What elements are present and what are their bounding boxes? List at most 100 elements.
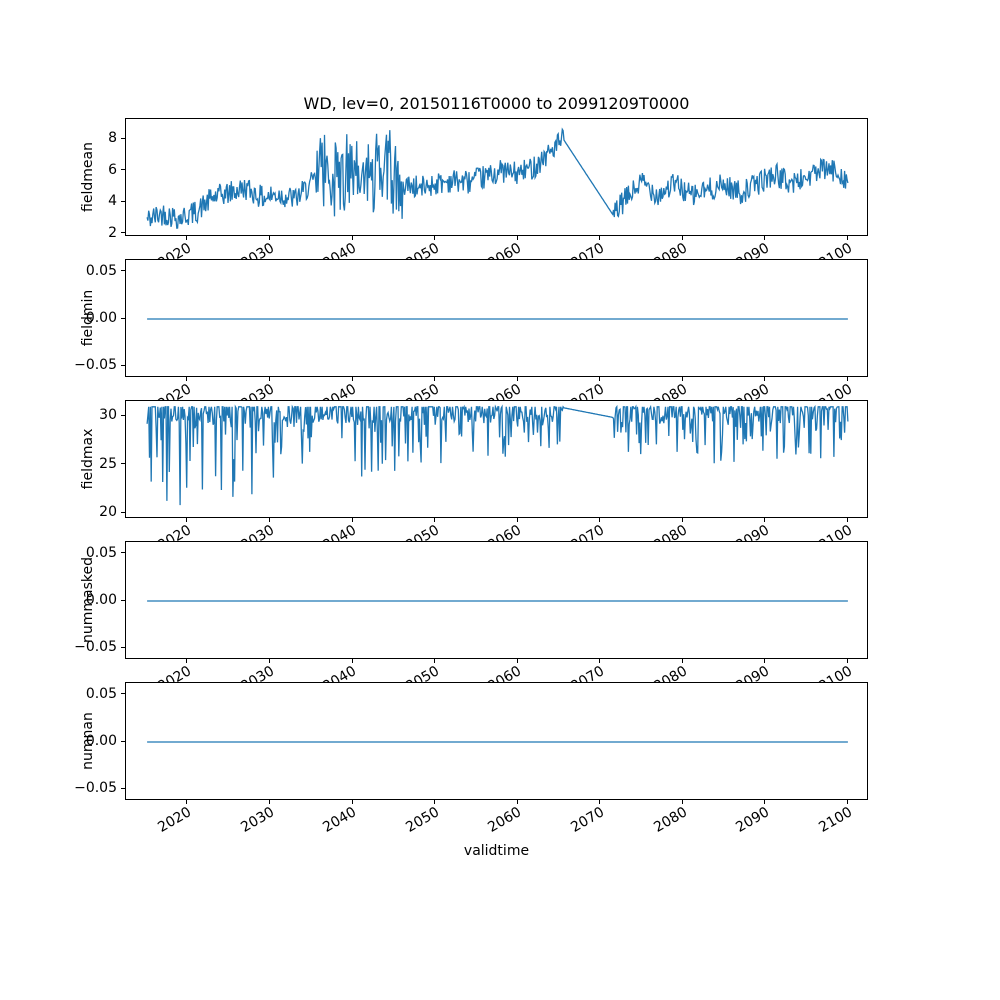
x-tick: [516, 800, 518, 804]
x-axis-label: validtime: [463, 843, 530, 859]
x-tick-label: 2030: [238, 804, 277, 836]
x-tick: [434, 659, 436, 663]
y-axis-label-fieldmean: fieldmean: [80, 142, 96, 212]
line-series-fieldmax: [146, 404, 849, 506]
x-tick: [764, 800, 766, 804]
x-tick: [681, 518, 683, 522]
x-tick: [268, 800, 270, 804]
x-tick: [681, 236, 683, 240]
x-tick-label: 2080: [650, 804, 690, 836]
x-tick: [681, 800, 683, 804]
x-tick-label: 2100: [815, 804, 855, 836]
y-tick: [121, 414, 125, 416]
x-tick-label: 2040: [320, 804, 360, 836]
x-tick-label: 2070: [568, 804, 608, 836]
series-plot-fieldmax: [146, 404, 849, 506]
y-tick-label: −0.05: [74, 780, 117, 797]
y-tick-label: 4: [108, 193, 117, 210]
x-tick: [681, 659, 683, 663]
x-tick: [599, 236, 601, 240]
y-tick-label: 0.00: [85, 592, 117, 608]
y-tick-label: 0.00: [85, 310, 117, 326]
chart-title: WD, lev=0, 20150116T0000 to 20991209T000…: [303, 94, 690, 113]
x-tick: [351, 659, 353, 663]
x-tick: [186, 800, 188, 804]
x-tick: [516, 659, 518, 663]
x-tick: [516, 377, 518, 381]
y-tick: [121, 511, 125, 513]
x-tick: [351, 236, 353, 240]
x-tick: [846, 800, 848, 804]
x-tick-label: 2090: [733, 804, 773, 836]
axes-nummasked: [125, 541, 868, 659]
x-tick-label: 2020: [155, 804, 195, 836]
x-tick: [516, 236, 518, 240]
x-tick: [351, 377, 353, 381]
series-plot-numnan: [147, 741, 848, 743]
x-tick: [186, 518, 188, 522]
y-tick-label: 25: [99, 455, 117, 472]
axes-fieldmin: [125, 259, 868, 377]
x-tick: [846, 659, 848, 663]
x-tick: [351, 518, 353, 522]
x-tick: [764, 659, 766, 663]
y-axis-label-nummasked: nummasked: [80, 556, 96, 644]
x-tick: [434, 800, 436, 804]
line-series-fieldmean: [146, 127, 849, 229]
x-tick: [434, 236, 436, 240]
y-tick: [121, 137, 125, 139]
y-tick: [121, 169, 125, 171]
y-axis-label-fieldmax: fieldmax: [80, 428, 96, 490]
y-tick-label: 6: [108, 161, 117, 178]
x-tick: [599, 377, 601, 381]
series-plot-fieldmin: [147, 318, 848, 320]
y-tick-label: 0.05: [85, 544, 117, 561]
y-tick-label: 0.00: [85, 733, 117, 749]
y-tick: [121, 693, 125, 695]
x-tick: [764, 377, 766, 381]
x-tick-label: 2060: [485, 804, 525, 836]
y-tick: [121, 200, 125, 202]
x-tick: [846, 236, 848, 240]
y-tick: [121, 552, 125, 554]
x-tick: [186, 236, 188, 240]
x-tick: [599, 800, 601, 804]
y-tick: [121, 463, 125, 465]
y-tick: [121, 270, 125, 272]
x-tick: [599, 659, 601, 663]
y-tick: [121, 364, 125, 366]
x-tick: [764, 236, 766, 240]
y-axis-label-numnan: numnan: [80, 712, 96, 770]
y-tick-label: 2: [108, 224, 117, 241]
y-tick: [121, 740, 125, 742]
y-tick: [121, 646, 125, 648]
y-tick: [121, 599, 125, 601]
x-tick: [268, 659, 270, 663]
axes-fieldmean: [125, 118, 868, 236]
series-plot-nummasked: [147, 600, 848, 602]
y-tick-label: 0.05: [85, 685, 117, 702]
series-plot-fieldmean: [146, 127, 849, 229]
x-tick: [764, 518, 766, 522]
y-tick: [121, 787, 125, 789]
x-tick: [268, 377, 270, 381]
x-tick: [186, 659, 188, 663]
x-tick: [268, 518, 270, 522]
y-tick-label: −0.05: [74, 357, 117, 374]
x-tick-label: 2050: [403, 804, 443, 836]
x-tick: [681, 377, 683, 381]
x-tick: [846, 518, 848, 522]
x-tick: [268, 236, 270, 240]
axes-fieldmax: [125, 400, 868, 518]
y-tick-label: 30: [99, 407, 117, 424]
x-tick: [434, 518, 436, 522]
y-tick: [121, 317, 125, 319]
axes-numnan: [125, 682, 868, 800]
y-tick-label: 20: [99, 504, 117, 521]
y-axis-label-fieldmin: fieldmin: [80, 289, 96, 347]
x-tick: [846, 377, 848, 381]
x-tick: [516, 518, 518, 522]
x-tick: [599, 518, 601, 522]
x-tick: [186, 377, 188, 381]
